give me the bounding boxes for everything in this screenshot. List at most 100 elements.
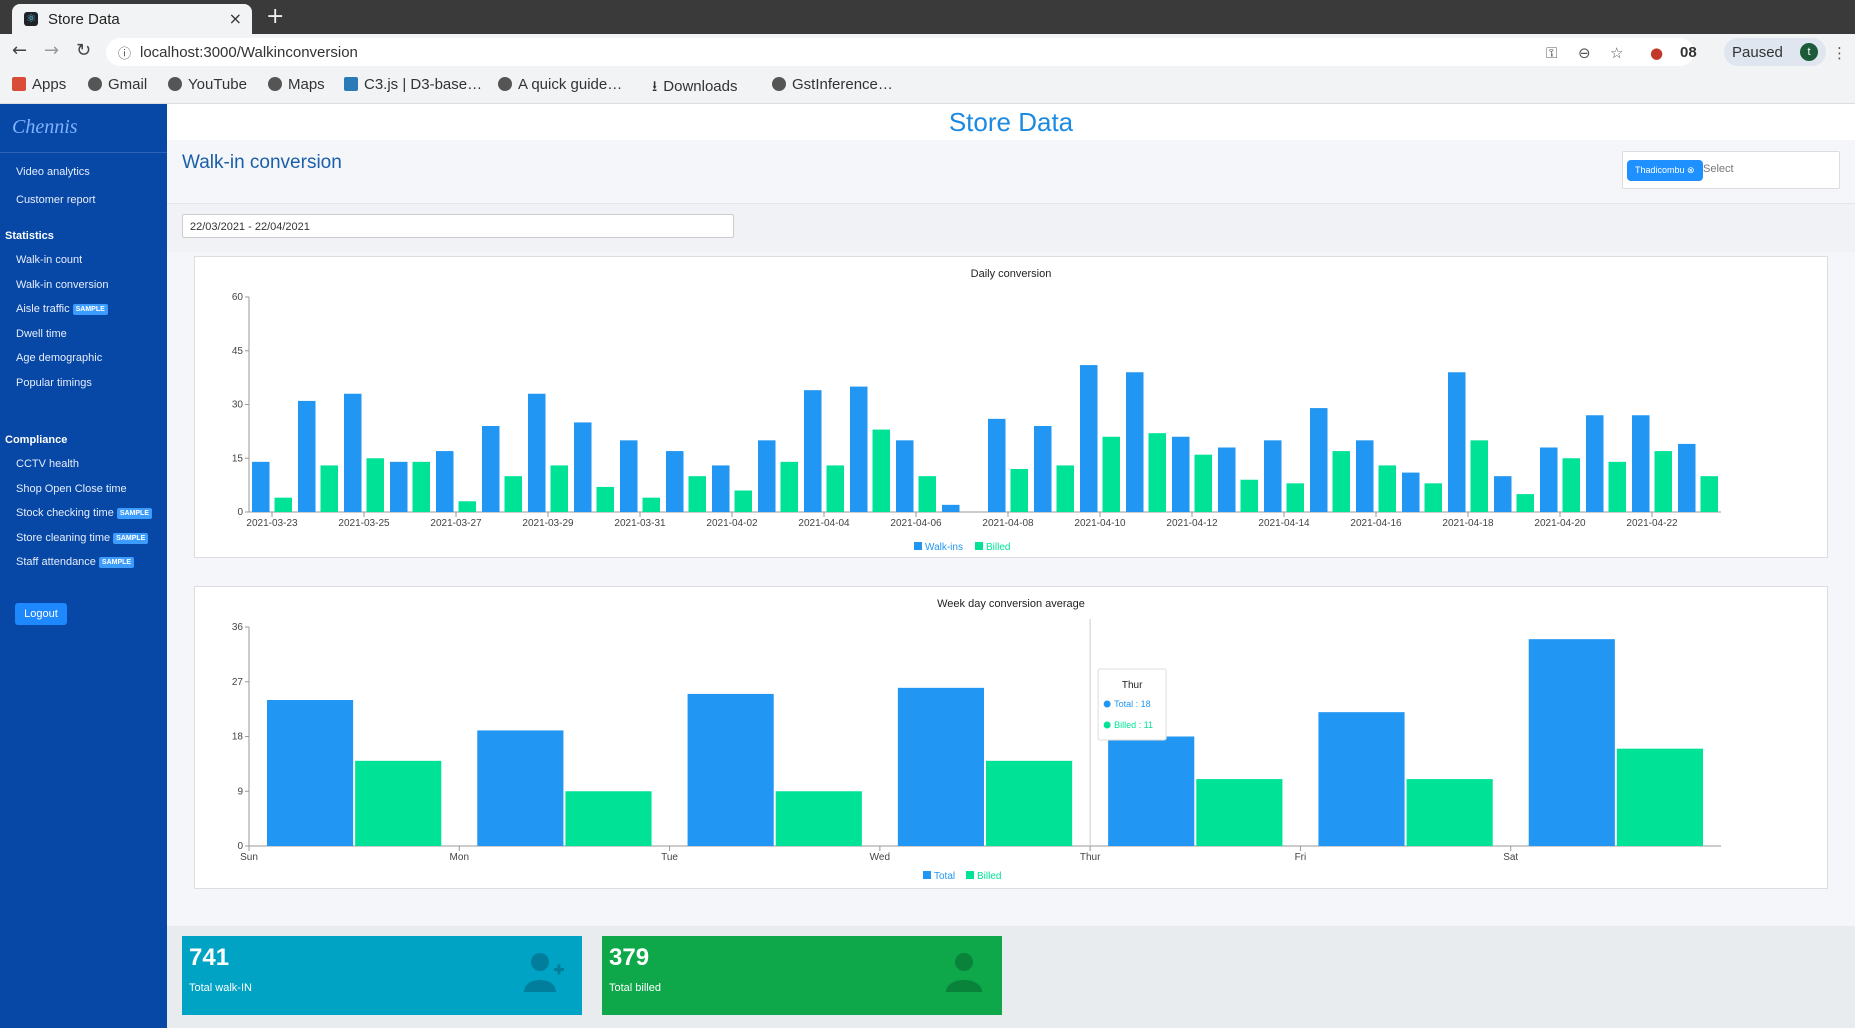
y-tick-label: 15 — [232, 453, 244, 464]
browser-tab[interactable]: ⚛ Store Data × — [12, 4, 252, 34]
bar-total — [267, 700, 354, 846]
bar-walk-ins — [1034, 426, 1052, 512]
bar-walk-ins — [712, 465, 730, 512]
sidebar-item-dwell-time[interactable]: Dwell time — [16, 328, 67, 340]
y-tick-label: 27 — [232, 677, 244, 688]
globe-icon — [88, 77, 102, 91]
bar-walk-ins — [850, 386, 868, 512]
sidebar-item-staff-attendance[interactable]: Staff attendance SAMPLE — [16, 556, 135, 568]
bookmark-youtube[interactable]: YouTube — [168, 76, 247, 93]
new-tab-icon[interactable]: + — [266, 4, 285, 29]
weekday-conversion-card: Week day conversion average 0 9 18 27 36 Sun M… — [194, 586, 1828, 889]
sidebar-item-store-cleaning-time[interactable]: Store cleaning time SAMPLE — [16, 531, 149, 544]
store-select[interactable]: Thadicombu ⊗ Select — [1622, 151, 1840, 189]
sidebar: Chennis Video analytics Customer report … — [0, 104, 167, 1028]
bookmark-apps[interactable]: Apps — [12, 76, 66, 93]
sidebar-item-label: Store cleaning time — [16, 531, 111, 544]
bookmark-c3js[interactable]: C3.js | D3-base… — [344, 76, 482, 93]
bar-billed — [1700, 476, 1718, 512]
menu-dots-icon[interactable]: ⋮ — [1832, 44, 1847, 62]
bar-billed — [355, 760, 442, 846]
tooltip-box — [1097, 668, 1167, 741]
bar-walk-ins — [1356, 440, 1374, 512]
logout-button[interactable]: Logout — [15, 603, 67, 625]
x-tick-label: 2021-03-23 — [246, 518, 298, 529]
sidebar-item-label: Stock checking time — [16, 507, 114, 519]
stat-value: 379 — [609, 944, 650, 971]
x-tick-label: 2021-04-12 — [1166, 518, 1218, 529]
bar-billed — [596, 486, 614, 512]
x-tick-label: 2021-03-29 — [522, 518, 574, 529]
y-tick-label: 0 — [237, 507, 243, 518]
logo: Chennis — [12, 116, 78, 138]
address-bar[interactable]: ⓘ localhost:3000/Walkinconversion — [106, 38, 1694, 66]
bar-walk-ins — [942, 504, 960, 512]
bar-total — [1528, 639, 1615, 846]
x-tick-label: 2021-03-25 — [338, 518, 390, 529]
x-tick-label: 2021-04-02 — [706, 518, 758, 529]
sidebar-item-stock-checking-time[interactable]: Stock checking time SAMPLE — [16, 507, 152, 519]
extension-badge[interactable]: 08 — [1680, 44, 1697, 61]
bookmark-label: Apps — [32, 76, 67, 93]
sidebar-item-label: Shop Open Close time — [16, 482, 127, 495]
sidebar-item-age-demographic[interactable]: Age demographic — [16, 352, 102, 364]
x-tick-label: 2021-04-10 — [1074, 518, 1126, 529]
react-favicon-icon: ⚛ — [24, 12, 38, 26]
tooltip-billed: Billed : 11 — [1114, 720, 1153, 730]
sidebar-item-aisle-traffic[interactable]: Aisle traffic SAMPLE — [16, 303, 108, 315]
key-icon[interactable]: ⚿ — [1546, 44, 1558, 62]
sidebar-item-shop-open-close-time[interactable]: Shop Open Close time — [16, 483, 127, 495]
bar-total — [687, 693, 774, 846]
forward-icon[interactable]: → — [44, 40, 60, 61]
back-icon[interactable]: ← — [12, 40, 28, 61]
bar-billed — [1148, 433, 1166, 512]
close-tab-icon[interactable]: × — [228, 9, 242, 28]
zoom-icon[interactable]: ⊖ — [1578, 44, 1591, 62]
bar-billed — [986, 760, 1073, 846]
reload-icon[interactable]: ↻ — [76, 40, 92, 61]
bar-billed — [1286, 483, 1304, 512]
bar-walk-ins — [436, 451, 454, 512]
bookmark-gmail[interactable]: Gmail — [88, 76, 147, 93]
x-tick-label: Fri — [1295, 852, 1307, 863]
bar-billed — [1470, 440, 1488, 512]
bookmark-maps[interactable]: Maps — [268, 76, 325, 93]
bar-billed — [504, 476, 522, 512]
page-title: Walk-in conversion — [182, 152, 342, 173]
bar-billed — [918, 476, 936, 512]
bookmark-label: GstInference… — [792, 76, 893, 93]
bookmark-label: Gmail — [108, 76, 148, 93]
bar-billed — [274, 497, 292, 512]
tab-title: Store Data — [48, 11, 120, 28]
date-range-input[interactable]: 22/03/2021 - 22/04/2021 — [182, 214, 734, 238]
bar-walk-ins — [528, 393, 546, 512]
bar-billed — [1562, 458, 1580, 512]
sidebar-item-label: Dwell time — [16, 327, 67, 340]
site-info-icon[interactable]: ⓘ — [118, 47, 132, 62]
bookmark-gstinference[interactable]: GstInference… — [772, 76, 893, 93]
avatar: t — [1800, 43, 1818, 61]
sidebar-item-video-analytics[interactable]: Video analytics — [16, 166, 90, 178]
bar-walk-ins — [1586, 415, 1604, 512]
sidebar-item-customer-report[interactable]: Customer report — [16, 194, 96, 206]
profile-button[interactable]: Paused t — [1724, 38, 1826, 66]
sidebar-item-walk-in-count[interactable]: Walk-in count — [16, 254, 82, 266]
sidebar-item-label: Staff attendance — [16, 556, 96, 568]
bar-billed — [1378, 465, 1396, 512]
sidebar-item-walk-in-conversion[interactable]: Walk-in conversion — [16, 279, 109, 291]
sidebar-item-popular-timings[interactable]: Popular timings — [16, 377, 92, 389]
bookmark-label: YouTube — [188, 76, 247, 93]
bookmark-quick-guide[interactable]: A quick guide… — [498, 76, 622, 93]
browser-tab-bar: ⚛ Store Data × + — [0, 0, 1855, 34]
extension-color-icon[interactable]: ● — [1650, 44, 1664, 62]
y-tick-label: 36 — [232, 622, 244, 633]
store-chip[interactable]: Thadicombu ⊗ — [1627, 160, 1703, 181]
bar-walk-ins — [620, 440, 638, 512]
sidebar-heading-statistics: Statistics — [5, 230, 54, 242]
chart-tooltip: Thur Total : 18 Billed : 11 — [1097, 668, 1167, 741]
bookmark-downloads[interactable]: ⭳ Downloads — [652, 76, 737, 101]
bar-walk-ins — [1448, 372, 1466, 512]
bookmark-star-icon[interactable]: ☆ — [1610, 44, 1624, 62]
legend-swatch — [966, 871, 974, 879]
sidebar-item-cctv-health[interactable]: CCTV health — [16, 458, 79, 470]
